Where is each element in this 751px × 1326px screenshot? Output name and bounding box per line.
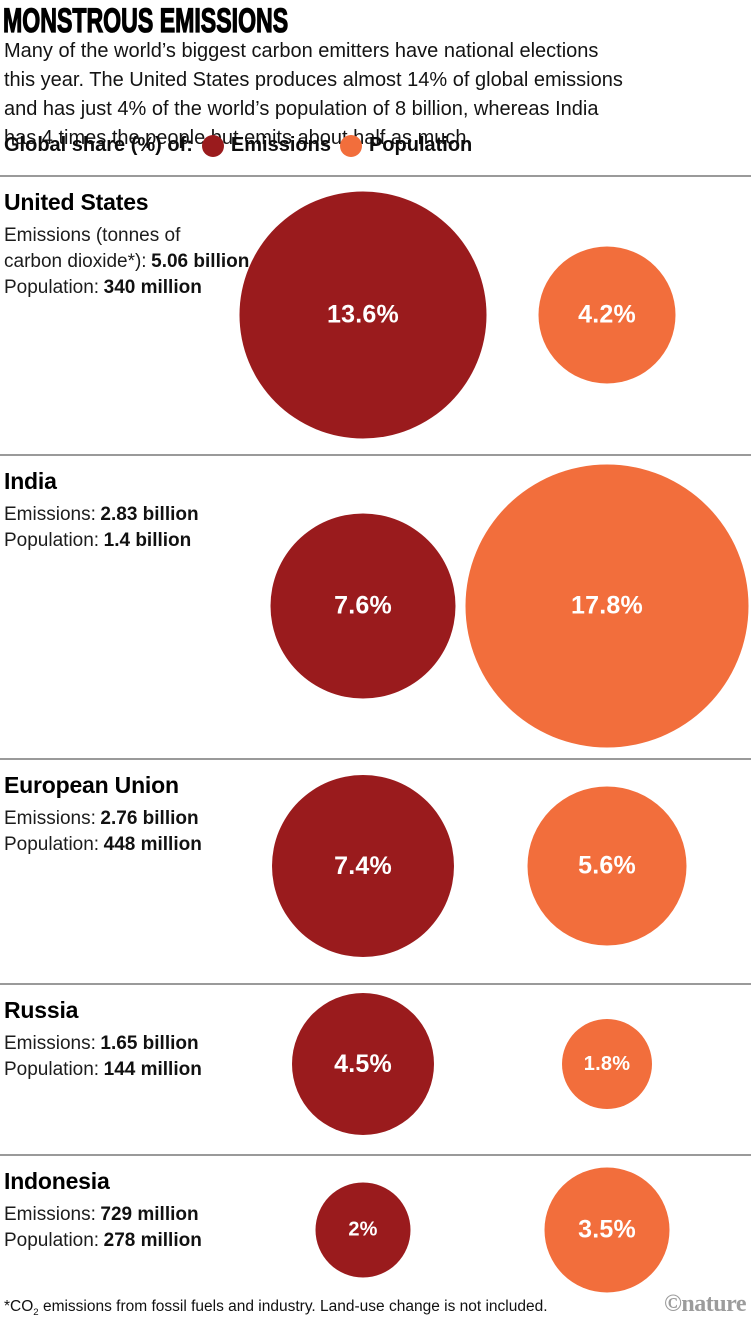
population-value: 1.4 billion (103, 530, 192, 551)
emissions-label: Emissions (tonnes of (4, 225, 181, 246)
emissions-value: 2.83 billion (100, 504, 199, 525)
population-detail: Population: 144 million (4, 1057, 264, 1083)
country-info: European Union Emissions: 2.76 billion Po… (4, 772, 264, 858)
country-info: Indonesia Emissions: 729 million Populati… (4, 1168, 264, 1254)
nature-credit: ©nature (664, 1291, 747, 1317)
emissions-bubble: 7.4% (272, 775, 454, 957)
population-bubble: 4.2% (538, 246, 676, 384)
page-title: MONSTROUS EMISSIONS (3, 1, 289, 40)
emissions-share-label: 2% (348, 1218, 378, 1241)
section-russia: Russia Emissions: 1.65 billion Population… (0, 983, 751, 1154)
country-name: European Union (4, 772, 179, 798)
section-united-states: United States Emissions (tonnes of carbo… (0, 175, 751, 454)
population-share-label: 1.8% (583, 1052, 631, 1075)
section-indonesia: Indonesia Emissions: 729 million Populati… (0, 1154, 751, 1326)
legend-item-label: Population (368, 134, 473, 156)
population-label: Population: (4, 1230, 100, 1251)
section-european-union: European Union Emissions: 2.76 billion Po… (0, 758, 751, 983)
population-value: 340 million (103, 277, 202, 298)
population-share-label: 17.8% (571, 591, 643, 620)
section-india: India Emissions: 2.83 billion Population:… (0, 454, 751, 758)
emissions-bubble: 4.5% (292, 993, 434, 1135)
population-detail: Population: 278 million (4, 1228, 264, 1254)
country-name: India (4, 468, 57, 494)
population-value: 144 million (103, 1059, 202, 1080)
population-label: Population: (4, 1059, 100, 1080)
emissions-share-label: 7.6% (334, 591, 392, 620)
emissions-detail: Emissions: 2.83 billion (4, 502, 264, 528)
emissions-bubble: 13.6% (239, 191, 487, 439)
emissions-label: Emissions: (4, 504, 96, 525)
footnote-subscript: 2 (33, 1307, 39, 1319)
intro-line: Many of the world’s biggest carbon emitt… (4, 40, 599, 62)
intro-line: and has just 4% of the world’s populatio… (4, 98, 599, 120)
country-info: Russia Emissions: 1.65 billion Population… (4, 997, 264, 1083)
emissions-bubble: 7.6% (270, 513, 456, 699)
emissions-bubble: 2% (315, 1182, 411, 1278)
emissions-detail-line1: Emissions (tonnes of (4, 223, 264, 249)
footnote-text: emissions from fossil fuels and industry… (38, 1298, 548, 1315)
emissions-value: 1.65 billion (100, 1033, 199, 1054)
population-bubble: 1.8% (562, 1019, 652, 1109)
population-label: Population: (4, 530, 100, 551)
emissions-share-label: 7.4% (334, 851, 392, 880)
emissions-share-label: 13.6% (327, 300, 399, 329)
population-bubble: 5.6% (527, 786, 687, 946)
population-detail: Population: 1.4 billion (4, 528, 264, 554)
emissions-detail: Emissions: 1.65 billion (4, 1031, 264, 1057)
population-share-label: 3.5% (578, 1215, 636, 1244)
country-info: India Emissions: 2.83 billion Population:… (4, 468, 264, 554)
emissions-value: 2.76 billion (100, 808, 199, 829)
emissions-label: Emissions: (4, 1204, 96, 1225)
population-bubble: 17.8% (465, 464, 749, 748)
emissions-value: 729 million (100, 1204, 199, 1225)
footnote: *CO2 emissions from fossil fuels and ind… (4, 1298, 548, 1318)
intro-line: this year. The United States produces al… (4, 69, 623, 91)
legend-item-population: Population (339, 134, 473, 157)
emissions-label: Emissions: (4, 1033, 96, 1054)
population-label: Population: (4, 277, 100, 298)
population-label: Population: (4, 834, 100, 855)
emissions-detail: Emissions: 2.76 billion (4, 806, 264, 832)
population-value: 448 million (103, 834, 202, 855)
population-bubble: 3.5% (544, 1167, 670, 1293)
country-name: Indonesia (4, 1168, 110, 1194)
legend-item-label: Emissions (230, 134, 331, 156)
population-detail: Population: 448 million (4, 832, 264, 858)
footnote-text: *CO (4, 1298, 34, 1315)
emissions-detail: Emissions: 729 million (4, 1202, 264, 1228)
population-share-label: 4.2% (578, 300, 636, 329)
legend: Global share (%) of: Emissions Populatio… (4, 134, 472, 157)
population-share-label: 5.6% (578, 851, 636, 880)
country-name: Russia (4, 997, 79, 1023)
emissions-label: Emissions: (4, 808, 96, 829)
population-value: 278 million (103, 1230, 202, 1251)
country-info: United States Emissions (tonnes of carbo… (4, 189, 264, 301)
emissions-share-label: 4.5% (334, 1049, 392, 1078)
intro-paragraph: Many of the world’s biggest carbon emitt… (4, 37, 623, 153)
population-dot-icon (339, 134, 362, 157)
legend-item-emissions: Emissions (201, 134, 331, 157)
emissions-value: 5.06 billion (151, 251, 250, 272)
emissions-label: carbon dioxide*): (4, 251, 147, 272)
emissions-detail-line2: carbon dioxide*): 5.06 billion (4, 249, 264, 275)
country-name: United States (4, 189, 149, 215)
emissions-dot-icon (201, 134, 224, 157)
population-detail: Population: 340 million (4, 275, 264, 301)
legend-label: Global share (%) of: (4, 134, 193, 156)
